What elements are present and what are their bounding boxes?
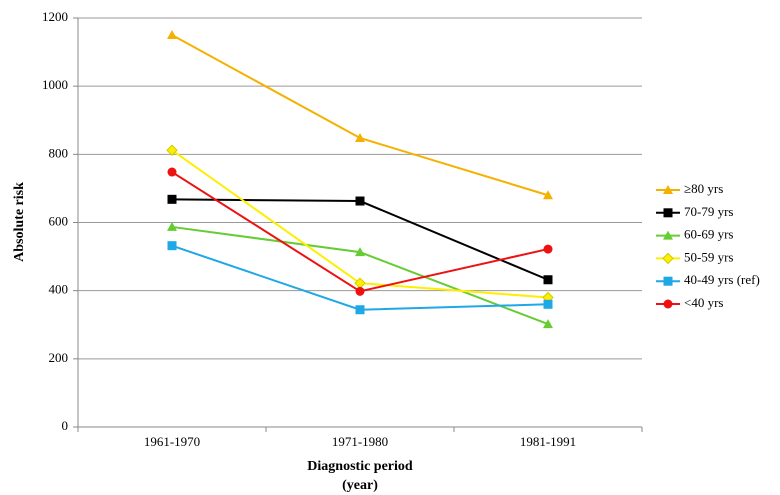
marker — [355, 196, 365, 206]
y-tick-label: 0 — [62, 418, 69, 433]
marker — [543, 299, 553, 309]
marker — [663, 208, 673, 218]
marker — [355, 305, 365, 315]
marker — [355, 247, 365, 257]
x-tick-label: 1971-1980 — [332, 434, 388, 449]
x-tick-label: 1961-1970 — [144, 434, 200, 449]
marker — [543, 275, 553, 285]
x-tick-label: 1981-1991 — [520, 434, 576, 449]
y-axis-title: Absolute risk — [12, 182, 27, 262]
marker — [543, 244, 553, 254]
legend-label: 50-59 yrs — [684, 249, 733, 264]
y-tick-label: 1000 — [42, 77, 68, 92]
marker — [167, 241, 177, 251]
marker — [543, 319, 553, 329]
marker — [166, 144, 178, 156]
x-axis-title: (year) — [342, 478, 378, 493]
marker — [355, 286, 365, 296]
y-tick-label: 200 — [49, 350, 69, 365]
legend-label: <40 yrs — [684, 295, 723, 310]
y-tick-label: 600 — [49, 213, 69, 228]
marker — [167, 221, 177, 231]
y-tick-label: 400 — [49, 282, 69, 297]
marker — [662, 252, 674, 265]
marker — [663, 276, 673, 286]
marker — [663, 299, 673, 309]
marker — [355, 132, 365, 142]
marker — [663, 230, 673, 240]
marker — [167, 30, 177, 40]
legend-label: 60-69 yrs — [684, 227, 733, 242]
series-line — [171, 149, 549, 299]
legend-label: 70-79 yrs — [684, 204, 733, 219]
legend-label: 40-49 yrs (ref) — [684, 272, 760, 287]
y-tick-label: 1200 — [42, 9, 68, 24]
marker — [167, 167, 177, 177]
legend-label: ≥80 yrs — [684, 181, 723, 196]
marker — [543, 190, 553, 200]
series-line — [171, 198, 549, 281]
y-tick-label: 800 — [49, 145, 69, 160]
x-axis-title: Diagnostic period — [307, 459, 413, 474]
series-line — [171, 34, 549, 197]
marker — [663, 185, 673, 194]
marker — [167, 194, 177, 204]
